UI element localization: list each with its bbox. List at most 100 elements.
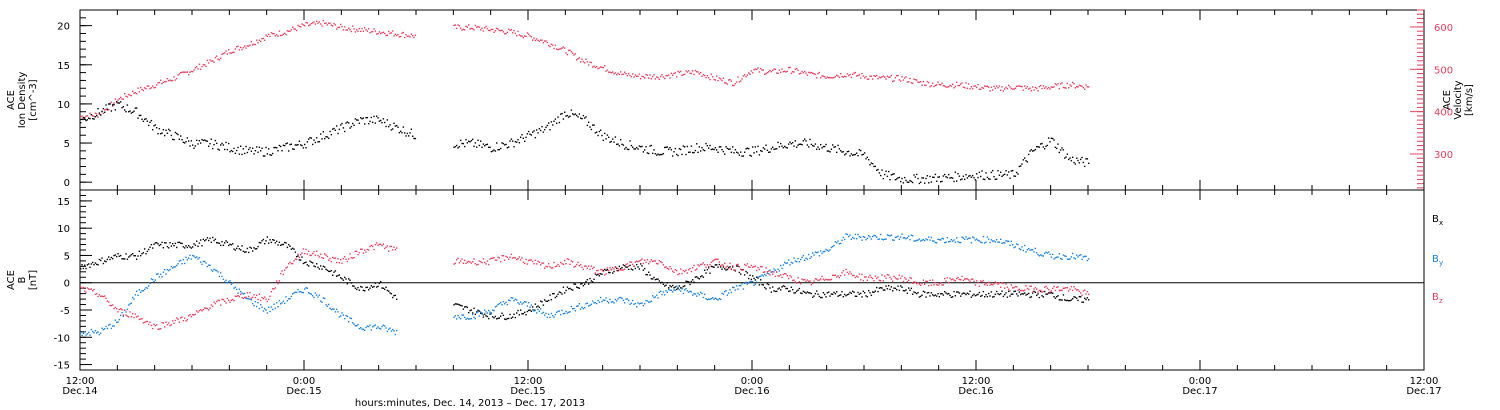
velocity-point	[374, 30, 377, 32]
by-point	[137, 294, 139, 296]
bx-point	[713, 266, 715, 268]
bx-point	[828, 291, 830, 293]
density-point	[949, 177, 951, 179]
velocity-point	[502, 31, 505, 33]
density-point	[218, 149, 221, 151]
bz-point	[1041, 291, 1043, 293]
by-point	[494, 306, 497, 308]
bx-point	[569, 287, 571, 290]
density-point	[220, 144, 222, 146]
by-point	[202, 260, 205, 263]
velocity-point	[392, 30, 394, 32]
bz-point	[1017, 289, 1019, 292]
bx-point	[297, 255, 299, 257]
by-point	[93, 332, 95, 334]
velocity-point	[262, 37, 265, 40]
bx-point	[1053, 295, 1055, 298]
density-point	[225, 141, 227, 144]
density-point	[508, 146, 510, 148]
velocity-point	[132, 90, 134, 93]
density-point	[104, 111, 106, 114]
by-point	[230, 283, 233, 285]
bx-point	[361, 286, 363, 288]
bx-point	[110, 256, 113, 259]
density-point	[320, 133, 322, 135]
by-point	[290, 295, 293, 298]
density-point	[318, 140, 321, 143]
velocity-point	[118, 98, 121, 100]
bx-point	[1049, 292, 1051, 294]
bz-point	[884, 275, 886, 277]
bx-point	[466, 306, 469, 309]
bx-point	[637, 266, 639, 268]
bx-point	[1016, 293, 1018, 295]
bx-point	[152, 247, 154, 249]
by-point	[598, 301, 601, 303]
density-point	[302, 147, 305, 149]
top-right-tick-label: 500	[1434, 65, 1453, 76]
by-point	[152, 278, 154, 281]
velocity-point	[1084, 88, 1086, 90]
bx-point	[825, 296, 827, 298]
bz-point	[601, 269, 603, 271]
by-point	[800, 258, 802, 261]
bz-point	[500, 261, 502, 263]
by-point	[594, 301, 597, 304]
bx-point	[293, 248, 295, 250]
density-point	[828, 150, 830, 152]
density-point	[889, 178, 891, 181]
bz-point	[294, 258, 297, 260]
bz-point	[1049, 291, 1051, 293]
by-point	[1076, 254, 1078, 256]
by-point	[196, 256, 198, 258]
velocity-point	[108, 109, 110, 111]
bx-point	[1045, 293, 1047, 295]
by-point	[298, 291, 301, 293]
bx-point	[729, 266, 731, 268]
bz-point	[988, 281, 990, 284]
density-point	[141, 118, 143, 120]
by-point	[764, 273, 766, 276]
velocity-point	[173, 76, 175, 78]
bz-point	[970, 278, 973, 281]
velocity-point	[518, 34, 521, 36]
bz-point	[549, 266, 551, 268]
bx-point	[796, 290, 798, 292]
bz-point	[556, 265, 558, 267]
bz-point	[482, 258, 485, 260]
bz-point	[760, 265, 762, 268]
velocity-point	[526, 32, 529, 34]
bz-point	[702, 262, 705, 264]
bz-point	[989, 284, 991, 286]
density-point	[381, 121, 383, 124]
bz-point	[776, 271, 778, 273]
bz-point	[520, 259, 522, 261]
bx-point	[240, 249, 242, 251]
by-point	[930, 236, 933, 239]
density-point	[256, 146, 258, 148]
density-point	[1057, 143, 1059, 145]
bz-point	[1069, 288, 1071, 290]
bz-point	[1082, 290, 1085, 292]
bx-point	[308, 265, 310, 267]
bz-point	[696, 268, 698, 270]
velocity-point	[626, 74, 629, 77]
velocity-point	[221, 53, 223, 55]
by-point	[613, 302, 615, 304]
bx-point	[85, 267, 87, 270]
velocity-point	[1073, 83, 1075, 85]
bz-point	[1072, 289, 1074, 292]
by-point	[253, 305, 255, 307]
bz-point	[544, 267, 546, 269]
bz-point	[312, 252, 314, 255]
bz-point	[592, 267, 594, 270]
velocity-point	[145, 87, 147, 90]
bx-point	[854, 295, 857, 297]
bz-point	[165, 321, 167, 323]
bx-point	[322, 265, 325, 268]
bx-point	[758, 284, 761, 286]
bx-point	[266, 236, 269, 238]
by-point	[160, 273, 162, 275]
bx-point	[1088, 299, 1090, 301]
velocity-point	[780, 71, 782, 73]
